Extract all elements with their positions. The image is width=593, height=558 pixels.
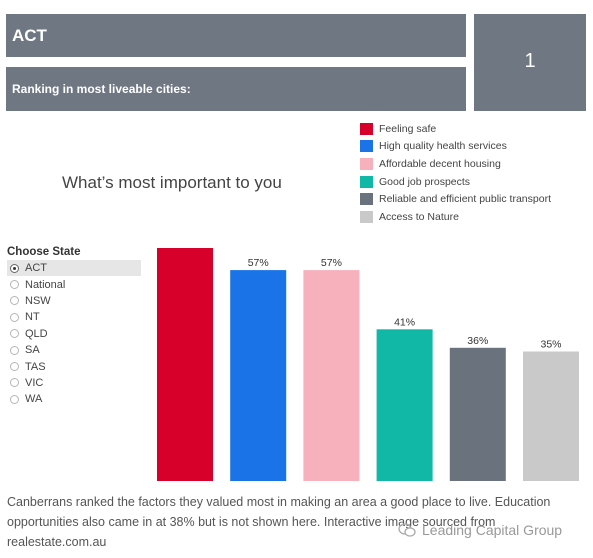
- legend-label: Feeling safe: [379, 122, 437, 135]
- state-option-nt[interactable]: NT: [7, 309, 141, 325]
- watermark-text: Leading Capital Group: [422, 522, 563, 538]
- radio-button[interactable]: [10, 312, 19, 322]
- state-option-list: ACT National NSW NT QLD SA TAS VIC WA: [7, 260, 141, 408]
- bar-value-label: 57%: [248, 257, 269, 269]
- radio-button[interactable]: [10, 378, 19, 388]
- ranking-header: Ranking in most liveable cities:: [6, 67, 466, 111]
- state-option-nsw[interactable]: NSW: [7, 293, 141, 309]
- legend-item: High quality health services: [360, 138, 551, 156]
- state-name: ACT: [12, 26, 47, 45]
- state-option-act[interactable]: ACT: [7, 260, 141, 277]
- legend-swatch: [360, 193, 373, 206]
- state-picker: Choose State ACT National NSW NT QLD SA TAS VIC…: [7, 246, 141, 408]
- state-option-label: ACT: [25, 262, 47, 275]
- ranking-box: 1: [474, 14, 586, 111]
- bar[interactable]: [376, 329, 433, 481]
- state-picker-title: Choose State: [7, 246, 81, 258]
- legend-label: High quality health services: [379, 140, 507, 153]
- bar-value-label: 41%: [394, 316, 415, 328]
- bar[interactable]: [230, 270, 287, 481]
- state-option-label: TAS: [25, 360, 46, 373]
- state-option-label: QLD: [25, 327, 48, 340]
- state-option-sa[interactable]: SA: [7, 342, 141, 358]
- legend-item: Good job prospects: [360, 173, 551, 191]
- chat-logo-icon: [398, 523, 416, 537]
- legend-item: Reliable and efficient public transport: [360, 190, 551, 208]
- caption: Canberrans ranked the factors they value…: [7, 495, 551, 549]
- radio-button[interactable]: [10, 362, 19, 372]
- bar[interactable]: [303, 270, 360, 481]
- radio-button[interactable]: [10, 394, 19, 404]
- radio-button[interactable]: [10, 263, 19, 273]
- bar-value-label: 35%: [540, 339, 561, 351]
- watermark: Leading Capital Group: [398, 522, 562, 538]
- bar-value-label: 57%: [321, 257, 342, 269]
- state-option-qld[interactable]: QLD: [7, 326, 141, 342]
- state-option-tas[interactable]: TAS: [7, 358, 141, 374]
- legend-item: Feeling safe: [360, 120, 551, 138]
- state-option-label: National: [25, 278, 66, 291]
- radio-button[interactable]: [10, 280, 19, 290]
- radio-button[interactable]: [10, 296, 19, 306]
- chart-title: What’s most important to you: [62, 173, 282, 192]
- ranking-value: 1: [524, 50, 536, 72]
- legend-label: Affordable decent housing: [379, 157, 501, 170]
- legend-swatch: [360, 140, 373, 153]
- bar[interactable]: [449, 347, 506, 481]
- state-option-label: NSW: [25, 294, 51, 307]
- legend-label: Reliable and efficient public transport: [379, 193, 551, 206]
- state-option-label: VIC: [25, 376, 44, 389]
- state-option-label: WA: [25, 393, 43, 406]
- radio-button[interactable]: [10, 329, 19, 339]
- legend-swatch: [360, 122, 373, 135]
- state-option-vic[interactable]: VIC: [7, 375, 141, 391]
- chart-legend: Feeling safe High quality health services…: [360, 120, 551, 226]
- state-option-national[interactable]: National: [7, 276, 141, 292]
- legend-swatch: [360, 210, 373, 223]
- ranking-label: Ranking in most liveable cities:: [12, 82, 191, 96]
- bar[interactable]: [523, 351, 579, 482]
- bar-chart: 64%57%57%41%36%35%: [157, 248, 579, 482]
- legend-label: Good job prospects: [379, 175, 471, 188]
- state-option-wa[interactable]: WA: [7, 391, 141, 407]
- legend-item: Access to Nature: [360, 208, 551, 226]
- state-header: ACT: [6, 14, 466, 57]
- state-option-label: SA: [25, 344, 40, 357]
- legend-label: Access to Nature: [379, 210, 459, 223]
- legend-item: Affordable decent housing: [360, 155, 551, 173]
- legend-swatch: [360, 157, 373, 170]
- radio-button[interactable]: [10, 345, 19, 355]
- legend-swatch: [360, 175, 373, 188]
- bar-value-label: 36%: [467, 335, 488, 347]
- state-option-label: NT: [25, 311, 40, 324]
- bar[interactable]: [157, 248, 213, 481]
